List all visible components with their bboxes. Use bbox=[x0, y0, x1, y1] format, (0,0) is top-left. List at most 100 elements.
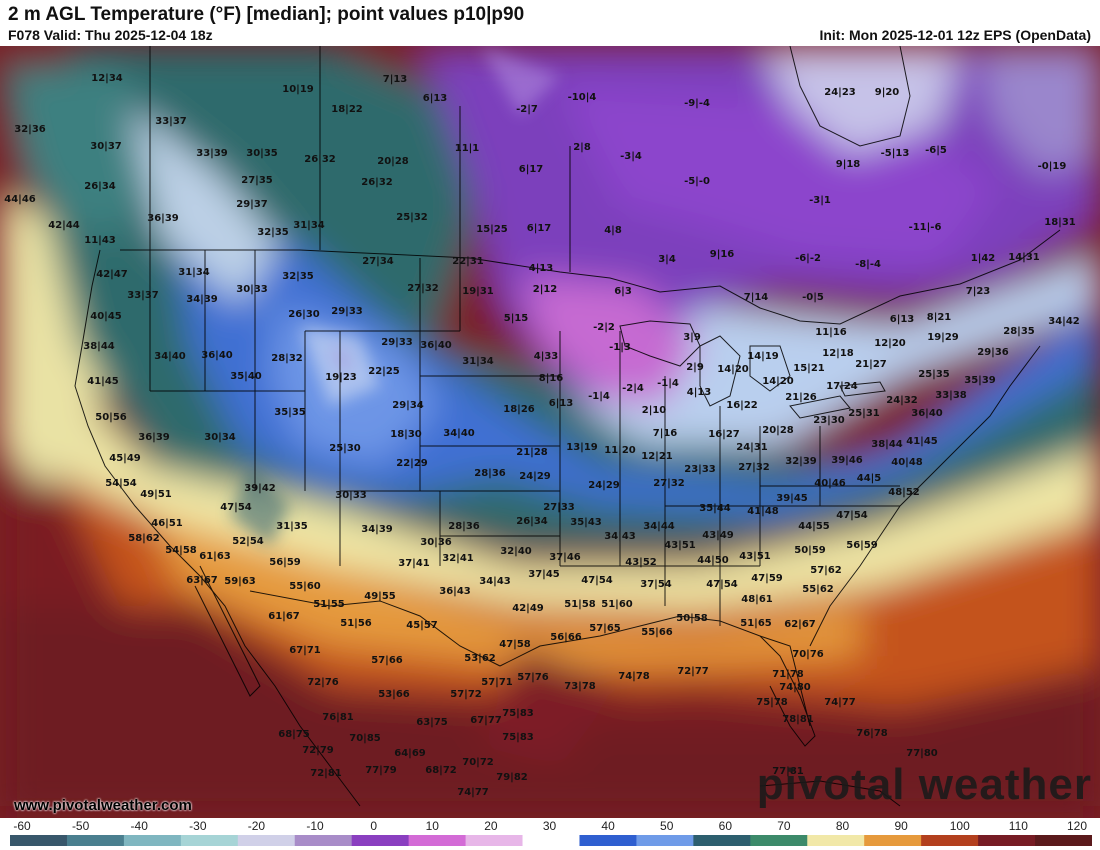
point-value: 27|35 bbox=[241, 175, 273, 186]
point-value: 3|9 bbox=[683, 332, 701, 343]
point-value: 30|33 bbox=[335, 490, 367, 501]
point-value: 1|42 bbox=[971, 253, 996, 264]
point-value: 47|54 bbox=[581, 575, 613, 586]
colorbar: -60 -50 -40 -30 -20 -10 0 10 20 30 40 50 60 70 80 90 100… bbox=[0, 818, 1100, 850]
point-value: 29|37 bbox=[236, 199, 268, 210]
point-value: 7|13 bbox=[383, 74, 408, 85]
point-value: 45|57 bbox=[406, 620, 438, 631]
point-value: 77|79 bbox=[365, 765, 397, 776]
point-value: 25|31 bbox=[848, 408, 880, 419]
point-value: 4|13 bbox=[687, 387, 712, 398]
point-value: 10|19 bbox=[282, 84, 314, 95]
point-value: 53|66 bbox=[378, 689, 410, 700]
colorbar-segment bbox=[636, 835, 694, 846]
colorbar-segment bbox=[864, 835, 922, 846]
point-value: 57|71 bbox=[481, 677, 513, 688]
point-value: 25|35 bbox=[918, 369, 950, 380]
point-value: 34|43 bbox=[479, 576, 511, 587]
point-value: 25|30 bbox=[329, 443, 361, 454]
point-value: 21|26 bbox=[785, 392, 817, 403]
point-value: 18|22 bbox=[331, 104, 363, 115]
colorbar-segment bbox=[294, 835, 353, 846]
point-value: 75|78 bbox=[756, 697, 788, 708]
point-value: 32|41 bbox=[442, 553, 474, 564]
website-watermark[interactable]: www.pivotalweather.com bbox=[14, 797, 192, 814]
point-value: 29|36 bbox=[977, 347, 1009, 358]
point-value: 77|81 bbox=[772, 766, 804, 777]
brand-logo: pivotal weather bbox=[756, 760, 1092, 809]
point-value: 62|67 bbox=[784, 619, 816, 630]
colorbar-segment bbox=[66, 835, 125, 846]
point-value: 24|31 bbox=[736, 442, 768, 453]
point-value: -6|5 bbox=[925, 145, 947, 156]
point-value: -5|13 bbox=[881, 148, 910, 159]
point-value: 67|71 bbox=[289, 645, 321, 656]
colorbar-tick: 100 bbox=[949, 819, 970, 833]
point-value: 14|19 bbox=[747, 351, 779, 362]
point-value: 22|25 bbox=[368, 366, 400, 377]
point-value: 6|13 bbox=[423, 93, 448, 104]
point-value: 32|40 bbox=[500, 546, 532, 557]
point-value: 33|37 bbox=[127, 290, 159, 301]
point-value: 48|52 bbox=[888, 487, 920, 498]
point-value: 56|59 bbox=[846, 540, 878, 551]
temperature-map[interactable]: 12|34 10|19 7|13 6|13 -2|7 -10|4 -9|-4 24|23 9|2… bbox=[0, 46, 1100, 818]
colorbar-tick: 120 bbox=[1066, 819, 1088, 833]
point-value: 29|33 bbox=[331, 306, 363, 317]
point-value: 43|52 bbox=[625, 557, 657, 568]
colorbar-strip bbox=[10, 835, 1092, 846]
point-value: 2|9 bbox=[686, 362, 704, 373]
colorbar-tick: -30 bbox=[189, 819, 207, 833]
point-value: 30|33 bbox=[236, 284, 268, 295]
point-value: 27|32 bbox=[407, 283, 439, 294]
point-value: 50|59 bbox=[794, 545, 826, 556]
point-value: 35|43 bbox=[570, 517, 602, 528]
point-value: 3|4 bbox=[658, 254, 676, 265]
point-value: 41|48 bbox=[747, 506, 779, 517]
valid-time: F078 Valid: Thu 2025-12-04 18z bbox=[8, 27, 213, 43]
point-value: 11|16 bbox=[815, 327, 847, 338]
point-value: 70|76 bbox=[792, 649, 824, 660]
point-value: 22|31 bbox=[452, 256, 484, 267]
point-value: 29|33 bbox=[381, 337, 413, 348]
point-value: 59|63 bbox=[224, 576, 256, 587]
point-value: 38|44 bbox=[83, 341, 115, 352]
point-value: 72|77 bbox=[677, 666, 709, 677]
point-value: 63|75 bbox=[416, 717, 448, 728]
point-value: 4|8 bbox=[604, 225, 622, 236]
point-value: 27|33 bbox=[543, 502, 575, 513]
point-value: -0|19 bbox=[1038, 161, 1067, 172]
point-value: 77|80 bbox=[906, 748, 938, 759]
point-value: 2|8 bbox=[573, 142, 591, 153]
colorbar-segment bbox=[978, 835, 1036, 846]
point-value: 75|83 bbox=[502, 732, 534, 743]
point-value: 23|33 bbox=[684, 464, 716, 475]
point-value: 18|31 bbox=[1044, 217, 1076, 228]
point-value: 34|39 bbox=[186, 294, 218, 305]
point-value: -6|-2 bbox=[795, 253, 821, 264]
point-value: 53|62 bbox=[464, 653, 496, 664]
point-value: 8|16 bbox=[539, 373, 564, 384]
point-value: 23|30 bbox=[813, 415, 845, 426]
point-value: 67|77 bbox=[470, 715, 502, 726]
colorbar-tick: -10 bbox=[306, 819, 324, 833]
point-value: 73|78 bbox=[564, 681, 596, 692]
point-value: 74|77 bbox=[824, 697, 856, 708]
point-value: 47|54 bbox=[706, 579, 738, 590]
point-value: 8|21 bbox=[927, 312, 952, 323]
point-value: 18|26 bbox=[503, 404, 535, 415]
colorbar-segment bbox=[579, 835, 637, 846]
point-value: 36|43 bbox=[439, 586, 471, 597]
point-value: 36|40 bbox=[420, 340, 452, 351]
point-value: 27|32 bbox=[738, 462, 770, 473]
point-value: 44|50 bbox=[697, 555, 729, 566]
point-value: 16|27 bbox=[708, 429, 740, 440]
point-value: 15|25 bbox=[476, 224, 508, 235]
point-value: 20|28 bbox=[762, 425, 794, 436]
point-value: -0|5 bbox=[802, 292, 824, 303]
point-value: 36|39 bbox=[138, 432, 170, 443]
point-value: 57|76 bbox=[517, 672, 549, 683]
point-value: 39|45 bbox=[776, 493, 808, 504]
point-value: 50|58 bbox=[676, 613, 708, 624]
point-value: 74|80 bbox=[779, 682, 811, 693]
